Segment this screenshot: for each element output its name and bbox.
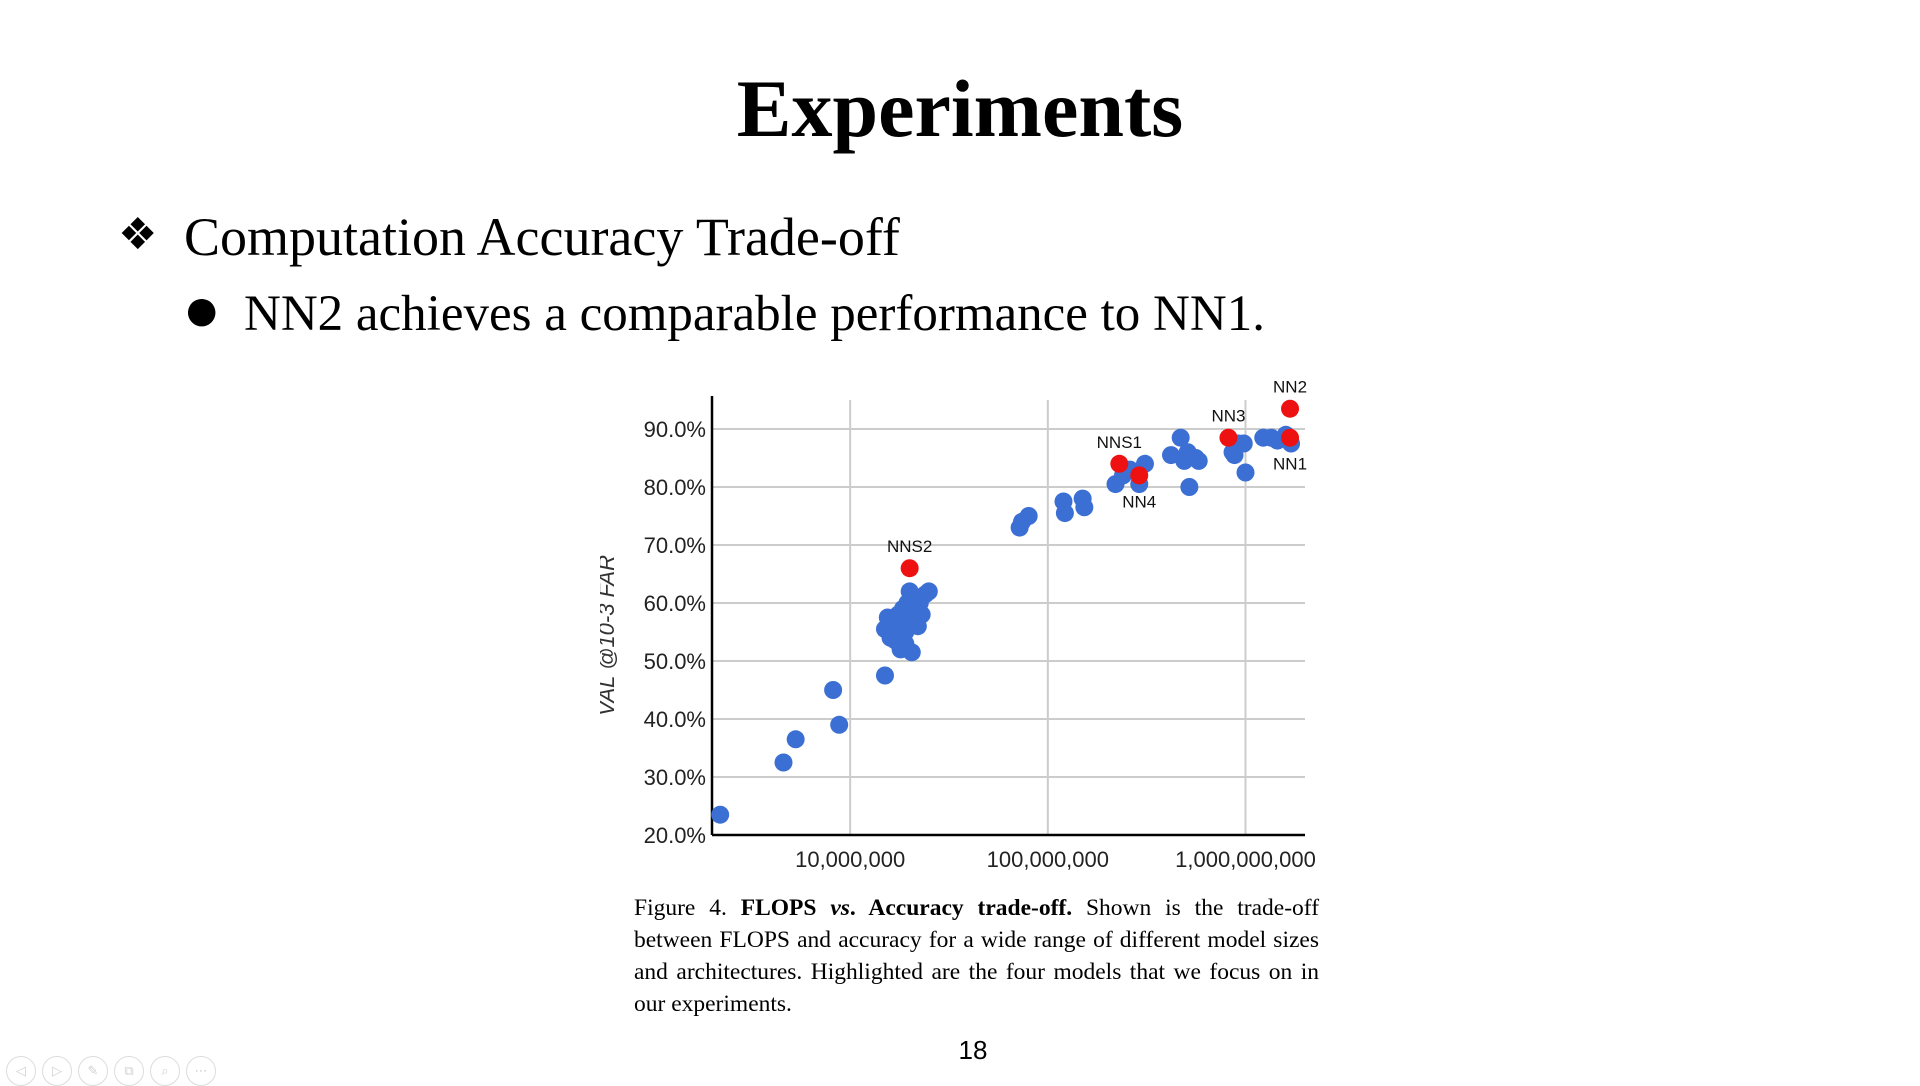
y-tick-label: 90.0% <box>644 417 706 442</box>
page-number: 18 <box>958 1035 988 1065</box>
model-point <box>1236 463 1255 482</box>
bullet-level-2: ● NN2 achieves a comparable performance t… <box>186 284 1265 345</box>
caption-bold-1: FLOPS <box>740 895 817 921</box>
x-axis-title: Multi-Add (FLOPS) <box>916 873 1102 875</box>
model-point <box>1171 428 1190 447</box>
point-label: NN1 <box>1273 455 1307 474</box>
bullet-level-1: ❖ Computation Accuracy Trade-off <box>118 205 900 270</box>
prev-icon[interactable]: ◁ <box>6 1056 36 1086</box>
model-point <box>830 715 849 734</box>
highlighted-point <box>1130 466 1149 485</box>
y-tick-label: 20.0% <box>644 823 706 848</box>
y-tick-label: 70.0% <box>644 533 706 558</box>
x-tick-label: 100,000,000 <box>987 847 1109 872</box>
model-point <box>824 681 843 699</box>
y-tick-label: 30.0% <box>644 765 706 790</box>
model-point <box>919 582 938 601</box>
point-label: NNS2 <box>887 537 932 556</box>
presentation-controls: ◁ ▷ ✎ ⧉ ⌕ ⋯ <box>6 1056 216 1086</box>
flops-accuracy-chart: 20.0% 30.0% 40.0% 50.0% 60.0% 70.0% 80.0% 90.0%… <box>600 378 1316 875</box>
pen-icon[interactable]: ✎ <box>78 1056 108 1086</box>
model-point <box>1234 434 1253 453</box>
model-point <box>786 730 805 749</box>
model-point <box>912 605 931 624</box>
model-point <box>875 666 894 685</box>
y-tick-label: 60.0% <box>644 591 706 616</box>
y-tick-label: 50.0% <box>644 649 706 674</box>
caption-italic: vs <box>830 895 850 921</box>
point-label: NN4 <box>1122 492 1156 511</box>
model-point <box>711 805 730 824</box>
diamond-bullet-icon: ❖ <box>118 209 158 260</box>
dot-bullet-icon: ● <box>186 290 218 331</box>
y-tick-label: 80.0% <box>644 475 706 500</box>
model-point <box>1180 478 1199 496</box>
caption-text: Shown is the trade-off between FLOPS and… <box>634 895 1320 1017</box>
highlighted-point <box>1281 428 1300 447</box>
x-tick-label: 10,000,000 <box>795 847 905 872</box>
highlighted-point <box>900 559 919 578</box>
y-tick-label: 40.0% <box>644 707 706 732</box>
bullet-text: NN2 achieves a comparable performance to… <box>244 286 1265 342</box>
figure-caption: Figure 4. FLOPS vs. Accuracy trade-off. … <box>634 892 1319 1020</box>
x-tick-label: 1,000,000,000 <box>1175 847 1316 872</box>
model-point <box>1055 504 1074 523</box>
next-icon[interactable]: ▷ <box>42 1056 72 1086</box>
figure: 20.0% 30.0% 40.0% 50.0% 60.0% 70.0% 80.0% 90.0%… <box>600 375 1340 955</box>
caption-label: Figure 4. <box>634 895 727 921</box>
point-label: NN2 <box>1273 378 1307 397</box>
highlighted-point <box>1219 428 1238 447</box>
zoom-icon[interactable]: ⌕ <box>150 1056 180 1086</box>
slide-title: Experiments <box>736 63 1184 154</box>
y-axis-title: VAL @10-3 FAR <box>600 555 619 716</box>
more-icon[interactable]: ⋯ <box>186 1056 216 1086</box>
highlighted-point <box>1110 454 1129 473</box>
slides-icon[interactable]: ⧉ <box>114 1056 144 1086</box>
point-label: NNS1 <box>1097 433 1142 452</box>
model-point <box>1075 498 1094 517</box>
caption-bold-2: . Accuracy trade-off. <box>849 895 1073 921</box>
model-point <box>774 753 793 772</box>
highlighted-point <box>1281 399 1300 418</box>
model-point <box>1189 451 1208 470</box>
point-label: NN3 <box>1211 407 1245 426</box>
model-point <box>1019 507 1038 525</box>
model-point <box>902 643 921 662</box>
bullet-text: Computation Accuracy Trade-off <box>184 207 900 267</box>
